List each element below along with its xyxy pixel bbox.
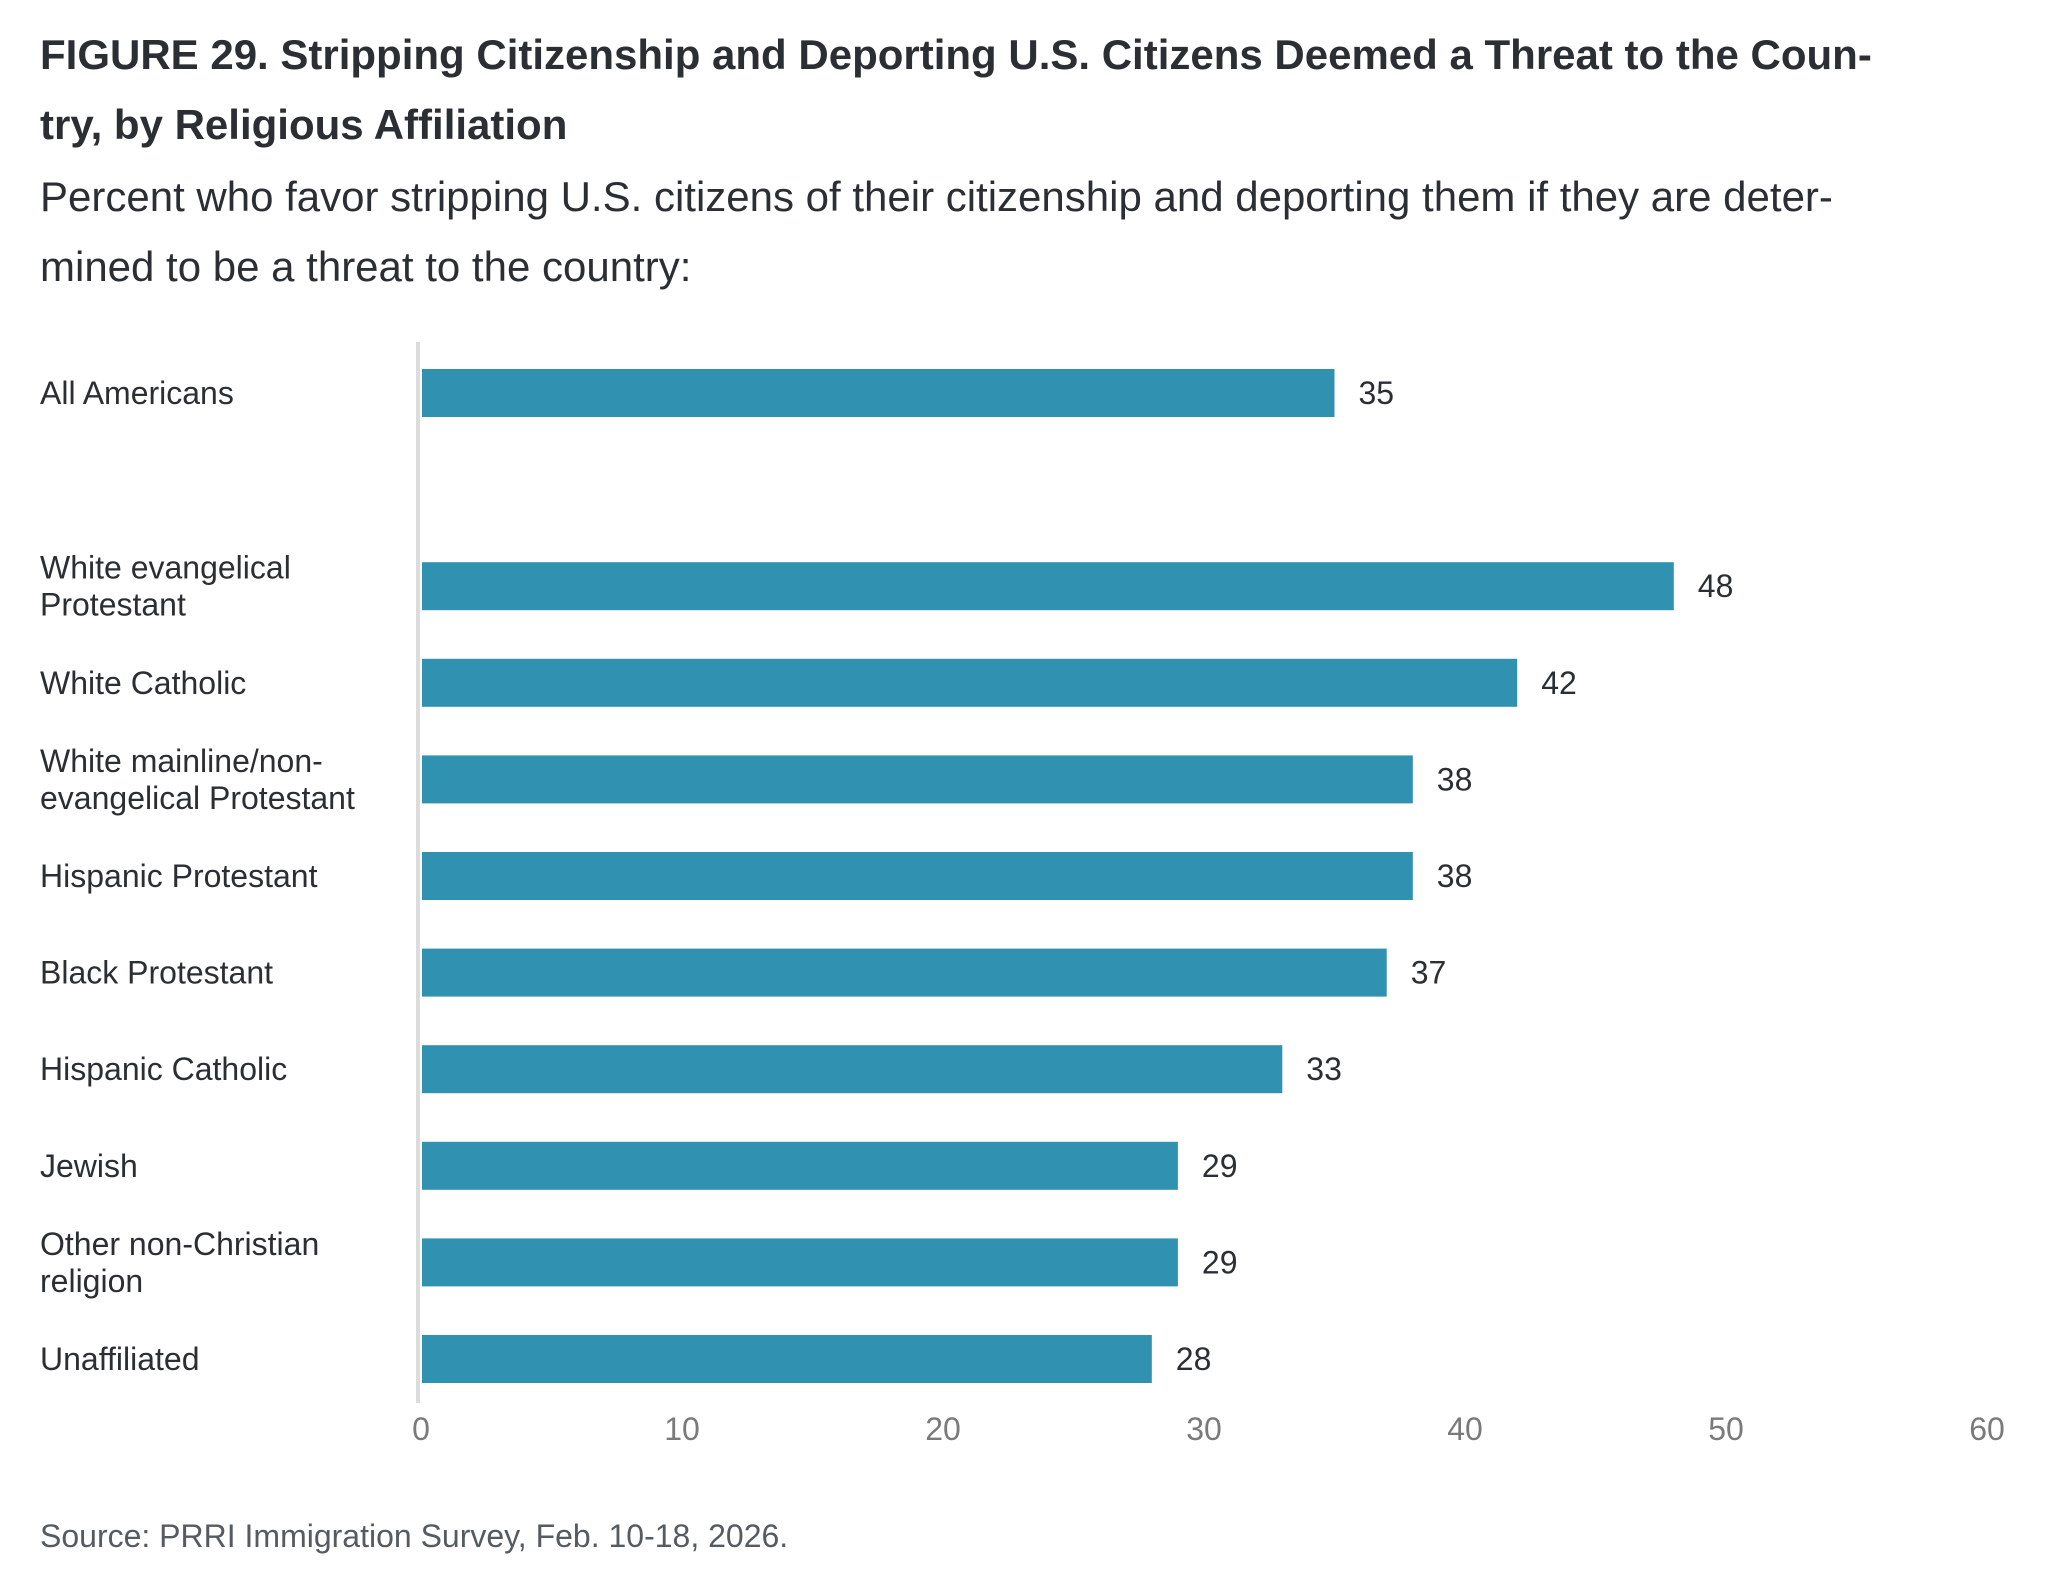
category-label-line: Unaffiliated	[40, 1341, 200, 1377]
x-axis-tick-labels: 0 10 20 30 40 50 60	[412, 1411, 2005, 1447]
bar	[422, 369, 1335, 417]
data-label: 29	[1202, 1244, 1238, 1280]
category-label-line: Jewish	[40, 1148, 138, 1184]
x-tick-label: 30	[1186, 1411, 1222, 1447]
category-label: Unaffiliated	[40, 1341, 200, 1377]
bar	[422, 852, 1413, 900]
category-label-line: White mainline/non-	[40, 743, 323, 779]
category-label: All Americans	[40, 375, 234, 411]
bar	[422, 1238, 1178, 1287]
data-label: 37	[1411, 955, 1447, 991]
chart-title-line-1: FIGURE 29. Stripping Citizenship and Dep…	[40, 31, 1872, 78]
category-label-line: All Americans	[40, 375, 234, 411]
category-label-line: Protestant	[40, 587, 186, 623]
x-tick-label: 60	[1969, 1411, 2005, 1447]
data-label: 28	[1176, 1341, 1212, 1377]
bar	[422, 755, 1413, 804]
chart-subtitle-line-1: Percent who favor stripping U.S. citizen…	[40, 173, 1833, 220]
category-labels: All Americans White evangelical Protestant…	[40, 375, 355, 1377]
category-label: Other non-Christian religion	[40, 1226, 319, 1299]
bar	[422, 1045, 1283, 1094]
data-label: 38	[1437, 858, 1473, 894]
data-label: 42	[1541, 665, 1577, 701]
bar	[422, 948, 1387, 997]
chart-subtitle-line-2: mined to be a threat to the country:	[40, 243, 692, 290]
data-label: 33	[1306, 1051, 1342, 1087]
x-tick-label: 50	[1708, 1411, 1744, 1447]
category-label: Hispanic Catholic	[40, 1051, 287, 1087]
category-label: Jewish	[40, 1148, 138, 1184]
chart-title: FIGURE 29. Stripping Citizenship and Dep…	[40, 20, 2030, 160]
bar	[422, 1335, 1152, 1383]
chart-subtitle: Percent who favor stripping U.S. citizen…	[40, 162, 2030, 302]
category-label-line: Hispanic Protestant	[40, 858, 318, 894]
data-labels: 35 48 42 38 38 37 33 29 29 28	[1176, 375, 1734, 1377]
bar	[422, 562, 1674, 611]
x-tick-label: 0	[412, 1411, 430, 1447]
x-tick-label: 40	[1447, 1411, 1483, 1447]
source-note: Source: PRRI Immigration Survey, Feb. 10…	[40, 1518, 789, 1554]
category-label-line: Other non-Christian	[40, 1226, 319, 1262]
category-label-line: Black Protestant	[40, 955, 273, 991]
data-label: 29	[1202, 1148, 1238, 1184]
bar	[422, 1141, 1178, 1190]
bar	[422, 658, 1518, 707]
data-label: 48	[1698, 568, 1734, 604]
category-label: Black Protestant	[40, 955, 273, 991]
category-label-line: White Catholic	[40, 665, 246, 701]
category-label-line: Hispanic Catholic	[40, 1051, 287, 1087]
x-tick-label: 10	[664, 1411, 700, 1447]
category-label: White evangelical Protestant	[40, 550, 291, 623]
category-label: White mainline/non-evangelical Protestan…	[40, 743, 355, 816]
bars-group	[422, 369, 1674, 1383]
category-label-line: evangelical Protestant	[40, 780, 355, 816]
x-tick-label: 20	[925, 1411, 961, 1447]
category-label-line: religion	[40, 1263, 143, 1299]
category-label: Hispanic Protestant	[40, 858, 318, 894]
chart-title-line-2: try, by Religious Affiliation	[40, 101, 568, 148]
data-label: 35	[1359, 375, 1395, 411]
category-label: White Catholic	[40, 665, 246, 701]
data-label: 38	[1437, 761, 1473, 797]
category-label-line: White evangelical	[40, 550, 291, 586]
